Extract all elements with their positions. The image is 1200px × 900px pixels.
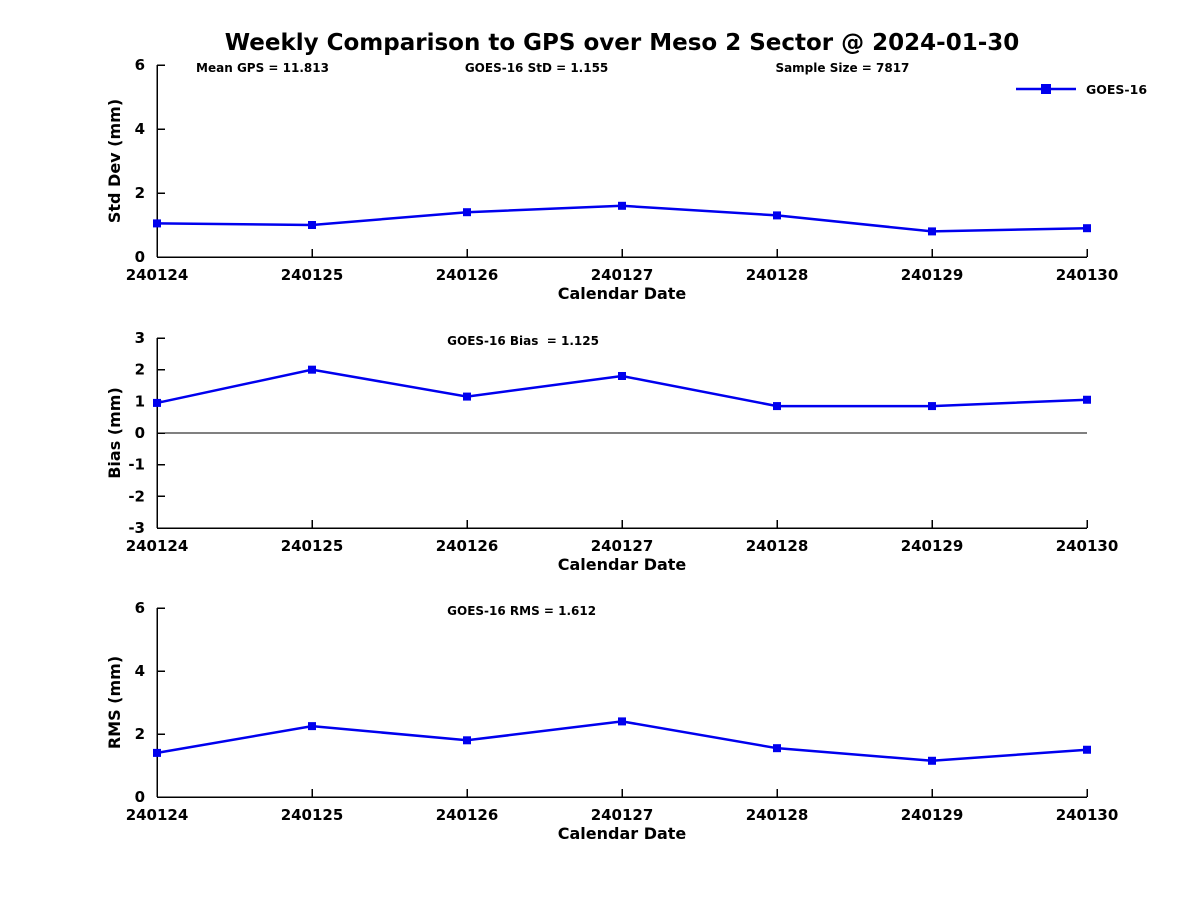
y-axis-label: RMS (mm) bbox=[105, 656, 124, 749]
x-tick-label: 240130 bbox=[1056, 266, 1119, 284]
x-tick-label: 240127 bbox=[591, 266, 654, 284]
data-point-marker bbox=[153, 748, 161, 757]
y-tick-label: 2 bbox=[135, 184, 145, 202]
x-tick-label: 240129 bbox=[901, 266, 964, 284]
annotation: Mean GPS = 11.813 bbox=[196, 61, 329, 75]
annotation: GOES-16 StD = 1.155 bbox=[465, 61, 608, 75]
data-point-marker bbox=[308, 722, 316, 731]
data-point-marker bbox=[618, 201, 626, 210]
data-point-marker bbox=[308, 221, 316, 229]
data-point-marker bbox=[928, 402, 936, 411]
data-point-marker bbox=[773, 402, 781, 411]
subplot-3: 0 2 4 6 240124 240125 240126 240127 240128 240129… bbox=[105, 599, 1118, 843]
x-tick-label: 240126 bbox=[436, 266, 499, 284]
y-tick-label: 6 bbox=[135, 599, 145, 617]
subplot-2: -3 -2 -1 0 1 2 3 240124 240125 240126 240127 240128… bbox=[105, 329, 1118, 574]
y-tick-label: 2 bbox=[135, 361, 145, 379]
x-axis-label: Calendar Date bbox=[558, 824, 687, 843]
x-tick-label: 240125 bbox=[281, 266, 344, 284]
y-tick-label: 2 bbox=[135, 725, 145, 743]
figure-title: Weekly Comparison to GPS over Meso 2 Sec… bbox=[224, 30, 1020, 56]
x-tick-label: 240125 bbox=[281, 537, 344, 555]
data-point-marker bbox=[153, 398, 161, 407]
x-tick-label: 240128 bbox=[746, 266, 809, 284]
x-tick-label: 240128 bbox=[746, 537, 809, 555]
annotation: Sample Size = 7817 bbox=[775, 61, 909, 75]
x-tick-label: 240127 bbox=[591, 537, 654, 555]
data-point-marker bbox=[618, 372, 626, 380]
legend: GOES-16 bbox=[1016, 82, 1147, 97]
data-point-marker bbox=[618, 717, 626, 726]
y-tick-label: 4 bbox=[135, 120, 145, 138]
data-point-marker bbox=[773, 211, 781, 220]
subplot-1: 0 2 4 6 240124 240125 240126 240127 240128 240129… bbox=[105, 56, 1147, 303]
data-point-marker bbox=[463, 736, 471, 745]
x-tick-label: 240128 bbox=[746, 806, 809, 824]
y-tick-label: 0 bbox=[135, 788, 145, 806]
data-point-marker bbox=[1083, 395, 1091, 404]
x-tick-label: 240124 bbox=[126, 806, 189, 824]
y-tick-label: 0 bbox=[135, 248, 145, 266]
data-point-marker bbox=[1083, 745, 1091, 754]
x-tick-label: 240130 bbox=[1056, 806, 1119, 824]
data-point-marker bbox=[153, 219, 161, 228]
y-tick-label: 0 bbox=[135, 424, 145, 442]
axes bbox=[156, 607, 1088, 798]
x-axis-label: Calendar Date bbox=[558, 284, 687, 303]
data-point-marker bbox=[1083, 224, 1091, 233]
x-tick-label: 240124 bbox=[126, 537, 189, 555]
annotation: GOES-16 Bias = 1.125 bbox=[447, 334, 599, 348]
y-tick-label: -1 bbox=[128, 456, 145, 474]
series-line bbox=[156, 720, 1088, 763]
axes bbox=[156, 64, 1088, 258]
x-tick-label: 240130 bbox=[1056, 537, 1119, 555]
x-tick-label: 240124 bbox=[126, 266, 189, 284]
y-tick-label: 4 bbox=[135, 662, 145, 680]
x-tick-label: 240129 bbox=[901, 806, 964, 824]
y-tick-label: -2 bbox=[128, 487, 145, 505]
x-tick-label: 240129 bbox=[901, 537, 964, 555]
legend-marker bbox=[1041, 84, 1051, 94]
y-axis-label: Std Dev (mm) bbox=[105, 99, 124, 223]
data-point-marker bbox=[463, 392, 471, 401]
legend-label: GOES-16 bbox=[1086, 82, 1147, 97]
x-tick-label: 240126 bbox=[436, 806, 499, 824]
data-point-marker bbox=[773, 744, 781, 753]
x-tick-label: 240127 bbox=[591, 806, 654, 824]
annotation: GOES-16 RMS = 1.612 bbox=[447, 604, 596, 618]
x-tick-label: 240126 bbox=[436, 537, 499, 555]
y-axis-label: Bias (mm) bbox=[105, 387, 124, 479]
y-tick-label: 3 bbox=[135, 329, 145, 347]
data-point-marker bbox=[928, 227, 936, 236]
data-point-marker bbox=[463, 208, 471, 217]
y-tick-label: 1 bbox=[135, 392, 145, 410]
y-tick-label: 6 bbox=[135, 56, 145, 74]
data-point-marker bbox=[928, 756, 936, 765]
data-point-marker bbox=[308, 365, 316, 374]
x-axis-label: Calendar Date bbox=[558, 555, 687, 574]
y-tick-label: -3 bbox=[128, 519, 145, 537]
x-tick-label: 240125 bbox=[281, 806, 344, 824]
